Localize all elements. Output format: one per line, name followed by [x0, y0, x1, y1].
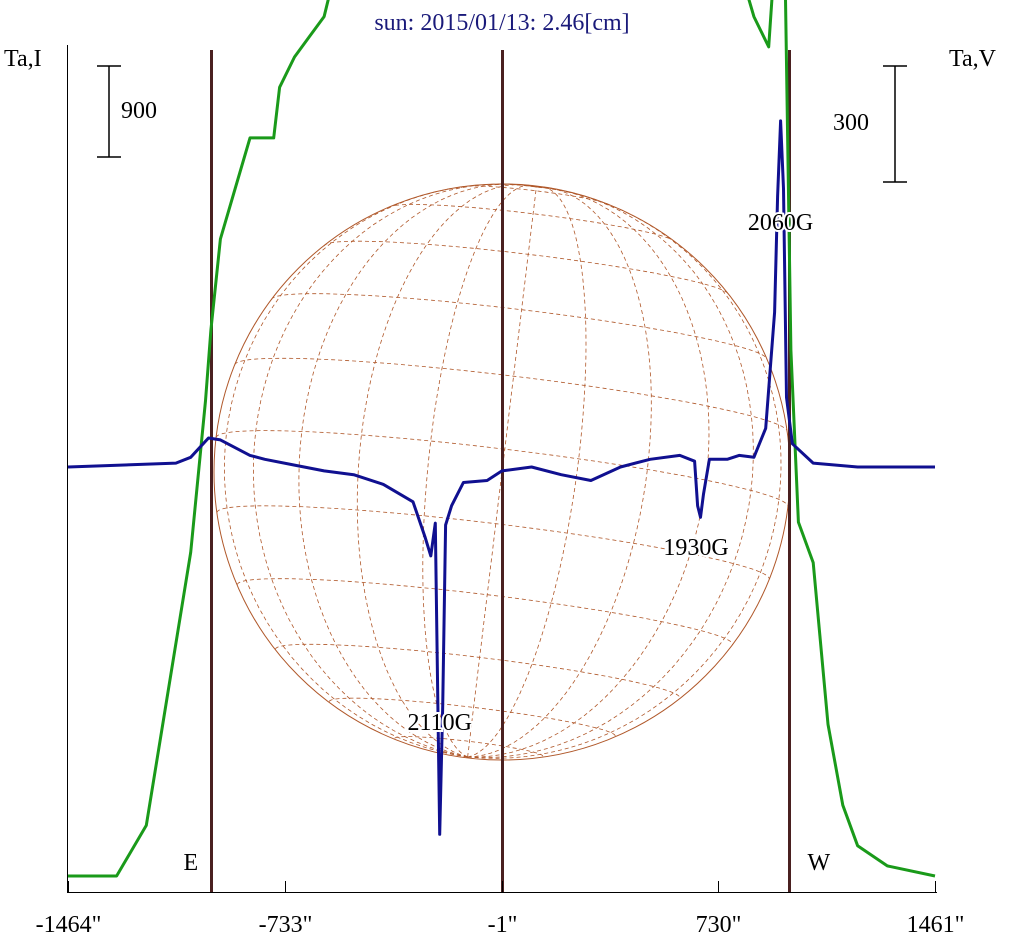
longitude-line — [467, 186, 782, 759]
series-line-I — [68, 0, 936, 878]
annotation-label: 2110G — [407, 710, 471, 736]
latitude-line — [234, 357, 788, 432]
x-tick-label: -733" — [259, 912, 313, 938]
annotation-label: 2060G — [748, 210, 813, 236]
intensity-scale-label: 900 — [121, 98, 157, 124]
latitude-line — [328, 697, 616, 737]
x-tick-label: -1" — [488, 912, 518, 938]
longitude-line — [467, 186, 710, 758]
latitude-line — [216, 505, 770, 580]
latitude-line — [388, 204, 676, 243]
longitude-line — [422, 184, 537, 758]
polarization-scale-bar: 300 — [833, 65, 907, 183]
series-lines — [67, 0, 936, 878]
x-tick-label: 730" — [696, 912, 742, 938]
longitude-line — [252, 183, 537, 758]
limb-marker-label: E — [184, 850, 199, 876]
longitude-line — [356, 184, 537, 758]
x-tick-label: 1461" — [907, 912, 965, 938]
intensity-scale-bar: 900 — [97, 65, 157, 158]
latitude-line — [460, 185, 610, 206]
limb-marker-label: W — [808, 850, 831, 876]
longitude-line — [467, 186, 587, 758]
chart-title: sun: 2015/01/13: 2.46[cm] — [374, 10, 629, 36]
polarization-scale-label: 300 — [833, 110, 869, 136]
right-axis-label: Ta,V — [949, 46, 997, 72]
x-tick-label: -1464" — [36, 912, 102, 938]
left-axis-label: Ta,I — [4, 46, 42, 72]
longitude-line — [298, 183, 537, 758]
longitude-line — [223, 183, 537, 758]
x-axis-ticks: -1464" -733" -1" 730" 1461" — [36, 881, 965, 938]
longitude-line — [467, 186, 754, 759]
annotations: 2110G 1930G 2060G — [405, 208, 815, 738]
longitude-line — [467, 186, 652, 758]
annotation-label: 1930G — [663, 535, 728, 561]
series-line-V — [67, 119, 935, 836]
latitude-line — [236, 578, 733, 645]
